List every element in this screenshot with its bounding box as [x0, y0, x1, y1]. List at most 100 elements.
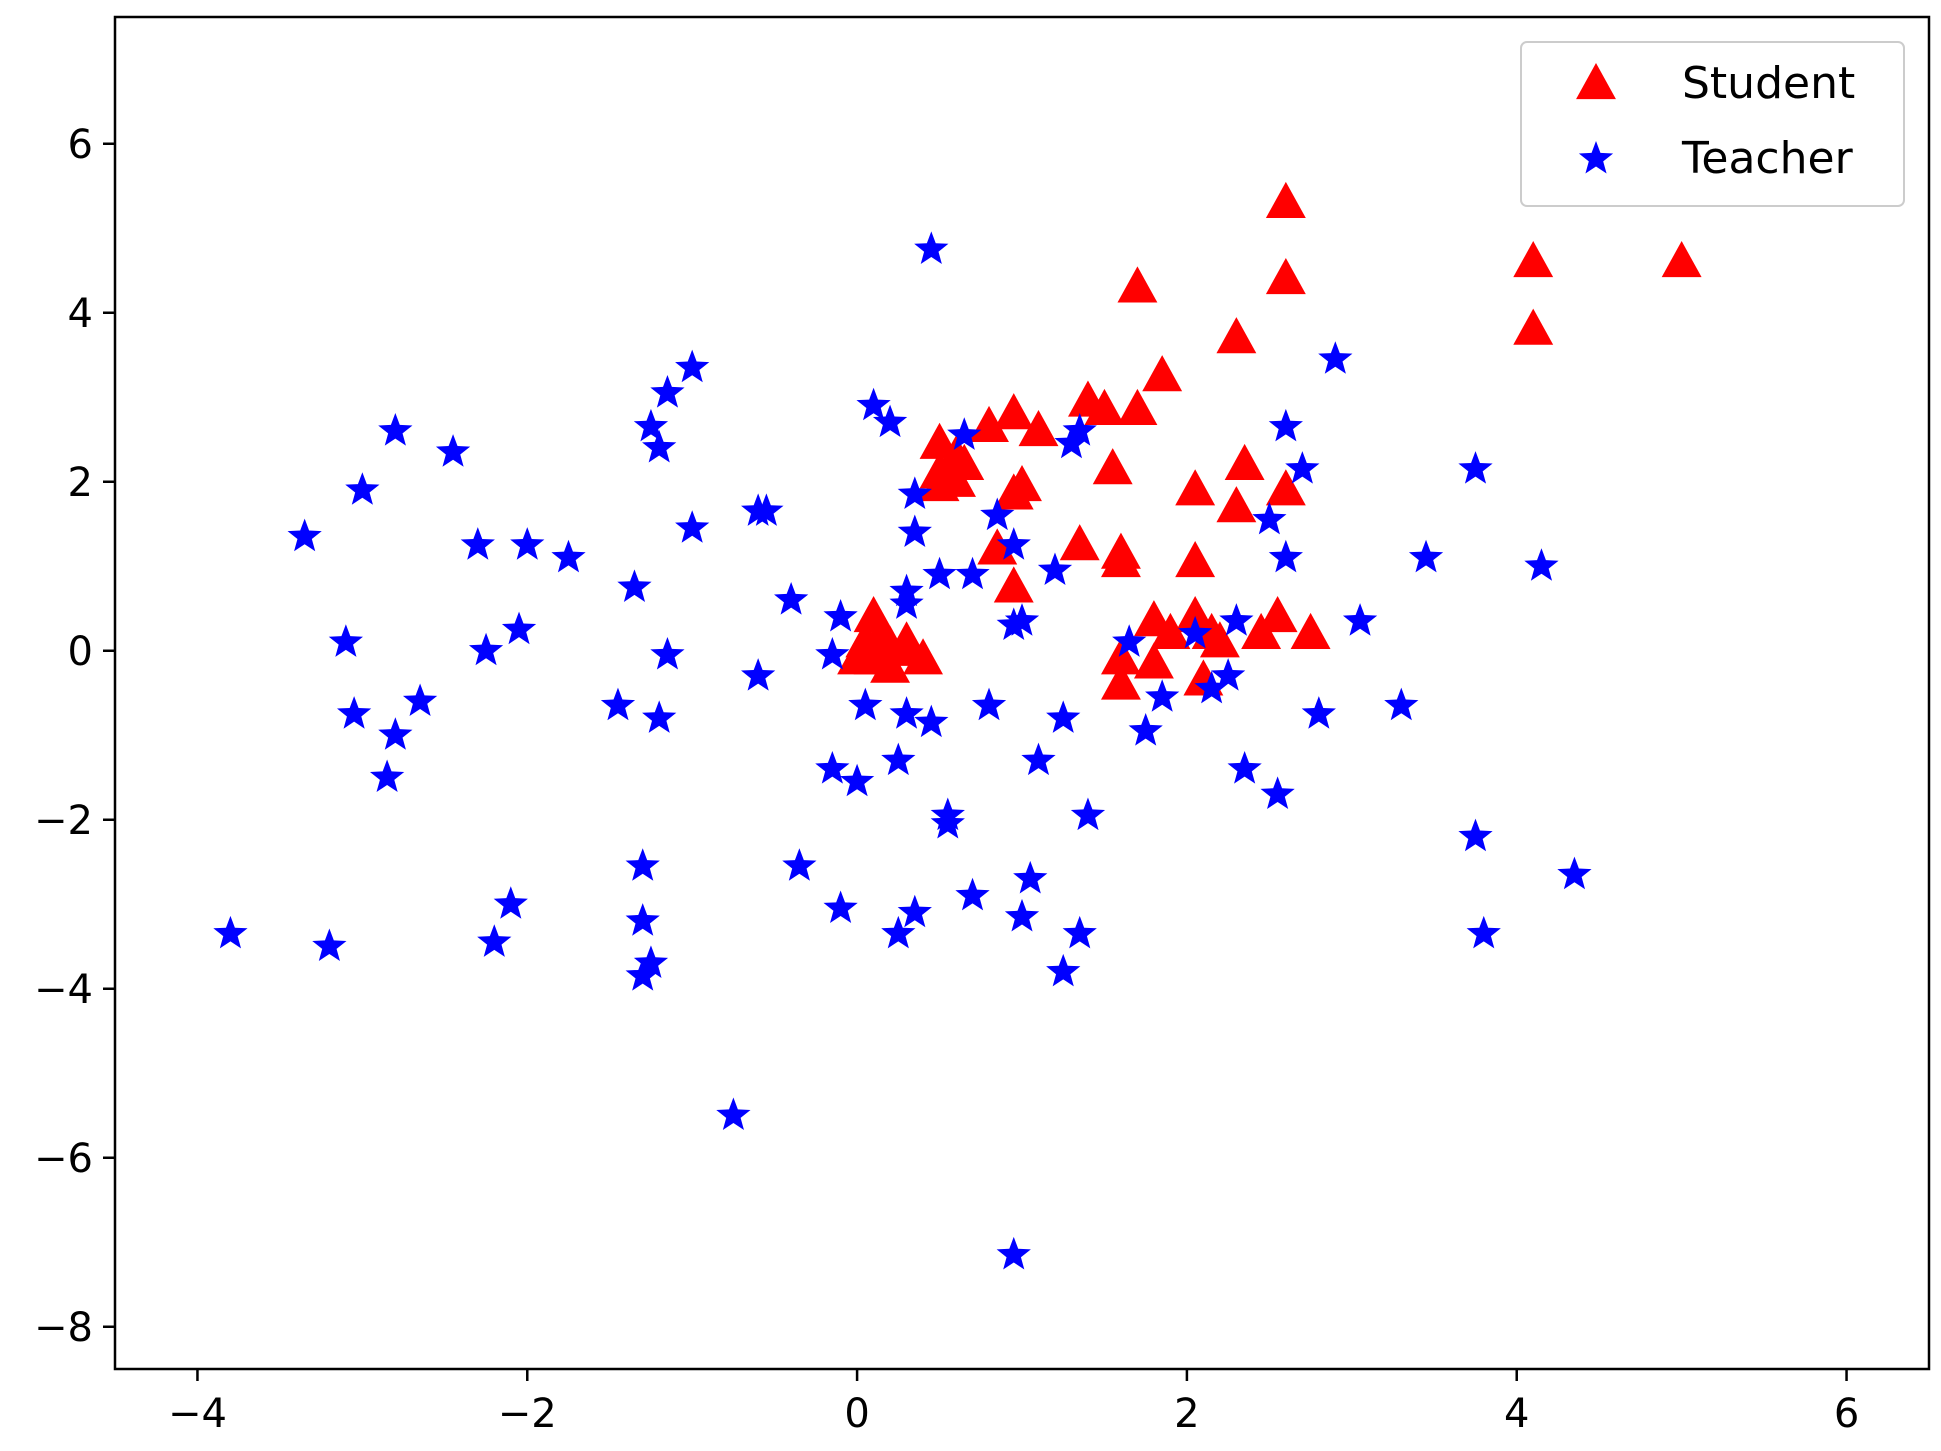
- student-point: [969, 405, 1009, 442]
- student-point: [1142, 355, 1183, 392]
- student-point: [1513, 308, 1554, 345]
- student-point: [1133, 642, 1174, 679]
- legend-marker-teacher: [1578, 141, 1614, 174]
- y-tick-label: −2: [34, 798, 93, 844]
- student-point: [1175, 595, 1216, 633]
- teacher-point: [642, 429, 677, 463]
- student-point: [1117, 388, 1158, 426]
- teacher-point: [741, 658, 776, 691]
- teacher-point: [1070, 797, 1106, 831]
- x-tick-label: −4: [168, 1391, 227, 1437]
- student-point: [1290, 612, 1331, 649]
- teacher-point: [625, 848, 660, 881]
- teacher-point: [600, 687, 636, 721]
- teacher-point: [1384, 687, 1419, 721]
- x-tick-label: 2: [1174, 1391, 1199, 1437]
- teacher-point: [1466, 915, 1501, 949]
- teacher-point: [650, 375, 685, 408]
- teacher-point: [1004, 898, 1040, 932]
- y-tick-label: 6: [68, 122, 93, 168]
- student-point: [1661, 241, 1702, 278]
- teacher-point: [980, 497, 1015, 531]
- teacher-point: [287, 518, 322, 552]
- student-point: [993, 473, 1034, 510]
- student-point: [1224, 443, 1265, 480]
- y-tick-label: 0: [68, 629, 93, 675]
- teacher-point: [369, 759, 405, 793]
- legend-label-teacher: Teacher: [1681, 133, 1854, 184]
- teacher-point: [378, 717, 413, 750]
- teacher-point: [823, 890, 858, 924]
- student-point: [1150, 612, 1191, 649]
- teacher-point: [510, 527, 545, 560]
- student-point: [1265, 469, 1306, 506]
- teacher-point: [1318, 341, 1353, 374]
- teacher-point: [1252, 501, 1287, 535]
- student-point: [1092, 448, 1133, 485]
- teacher-point: [1145, 679, 1180, 712]
- teacher-point: [1524, 548, 1559, 581]
- teacher-point: [477, 924, 512, 957]
- student-point: [837, 638, 878, 675]
- student-point: [919, 464, 960, 502]
- student-point: [1175, 469, 1216, 506]
- x-tick-label: 4: [1504, 1391, 1529, 1437]
- x-axis-ticks: −4 −2 0 2 4 6: [168, 1369, 1859, 1437]
- teacher-point: [955, 556, 990, 590]
- teacher-point: [914, 231, 949, 264]
- teacher-point: [312, 928, 347, 962]
- teacher-point: [1557, 856, 1592, 890]
- student-point: [1265, 181, 1306, 219]
- teacher-point: [971, 687, 1007, 721]
- teacher-point: [1219, 603, 1254, 636]
- plot-frame: [113, 15, 1931, 1371]
- legend-box: [1520, 41, 1905, 207]
- teacher-point: [675, 510, 710, 543]
- teacher-point: [337, 696, 372, 729]
- student-point: [1059, 524, 1100, 561]
- student-point: [1018, 410, 1059, 447]
- teacher-point: [914, 704, 949, 738]
- teacher-point: [996, 607, 1031, 640]
- teacher-point: [1021, 742, 1056, 776]
- teacher-point: [1046, 700, 1081, 733]
- teacher-point: [848, 687, 883, 721]
- teacher-point: [642, 700, 677, 733]
- teacher-point: [1211, 658, 1246, 691]
- teacher-point: [881, 742, 916, 776]
- teacher-point: [955, 877, 990, 911]
- teacher-point: [1013, 860, 1048, 894]
- teacher-point: [1004, 603, 1040, 636]
- teacher-point: [996, 1236, 1031, 1270]
- y-tick-label: −4: [34, 967, 93, 1013]
- student-point: [1199, 621, 1240, 658]
- teacher-point: [1062, 413, 1097, 446]
- student-point: [1100, 638, 1141, 675]
- student-point: [870, 646, 911, 683]
- teacher-point: [1194, 670, 1229, 704]
- teacher-point: [213, 915, 248, 949]
- student-point: [1175, 541, 1216, 578]
- student-point: [1216, 317, 1257, 354]
- x-tick-label: 6: [1834, 1391, 1859, 1437]
- plot-background: [115, 17, 1929, 1369]
- teacher-point: [1285, 451, 1320, 484]
- teacher-point: [633, 408, 669, 442]
- series-teacher: [213, 231, 1592, 1270]
- teacher-point: [1227, 751, 1262, 784]
- legend-label-student: Student: [1682, 58, 1855, 109]
- teacher-point: [1458, 451, 1493, 484]
- student-point: [993, 393, 1034, 430]
- student-point: [1117, 266, 1158, 303]
- y-tick-label: 2: [68, 460, 93, 506]
- teacher-point: [839, 763, 875, 797]
- student-point: [1265, 257, 1306, 295]
- teacher-point: [1408, 539, 1444, 573]
- teacher-point: [551, 539, 586, 573]
- student-point: [886, 621, 927, 658]
- student-point: [1513, 241, 1554, 278]
- y-tick-label: −6: [34, 1136, 93, 1182]
- teacher-point: [889, 696, 924, 729]
- teacher-point: [1046, 953, 1081, 987]
